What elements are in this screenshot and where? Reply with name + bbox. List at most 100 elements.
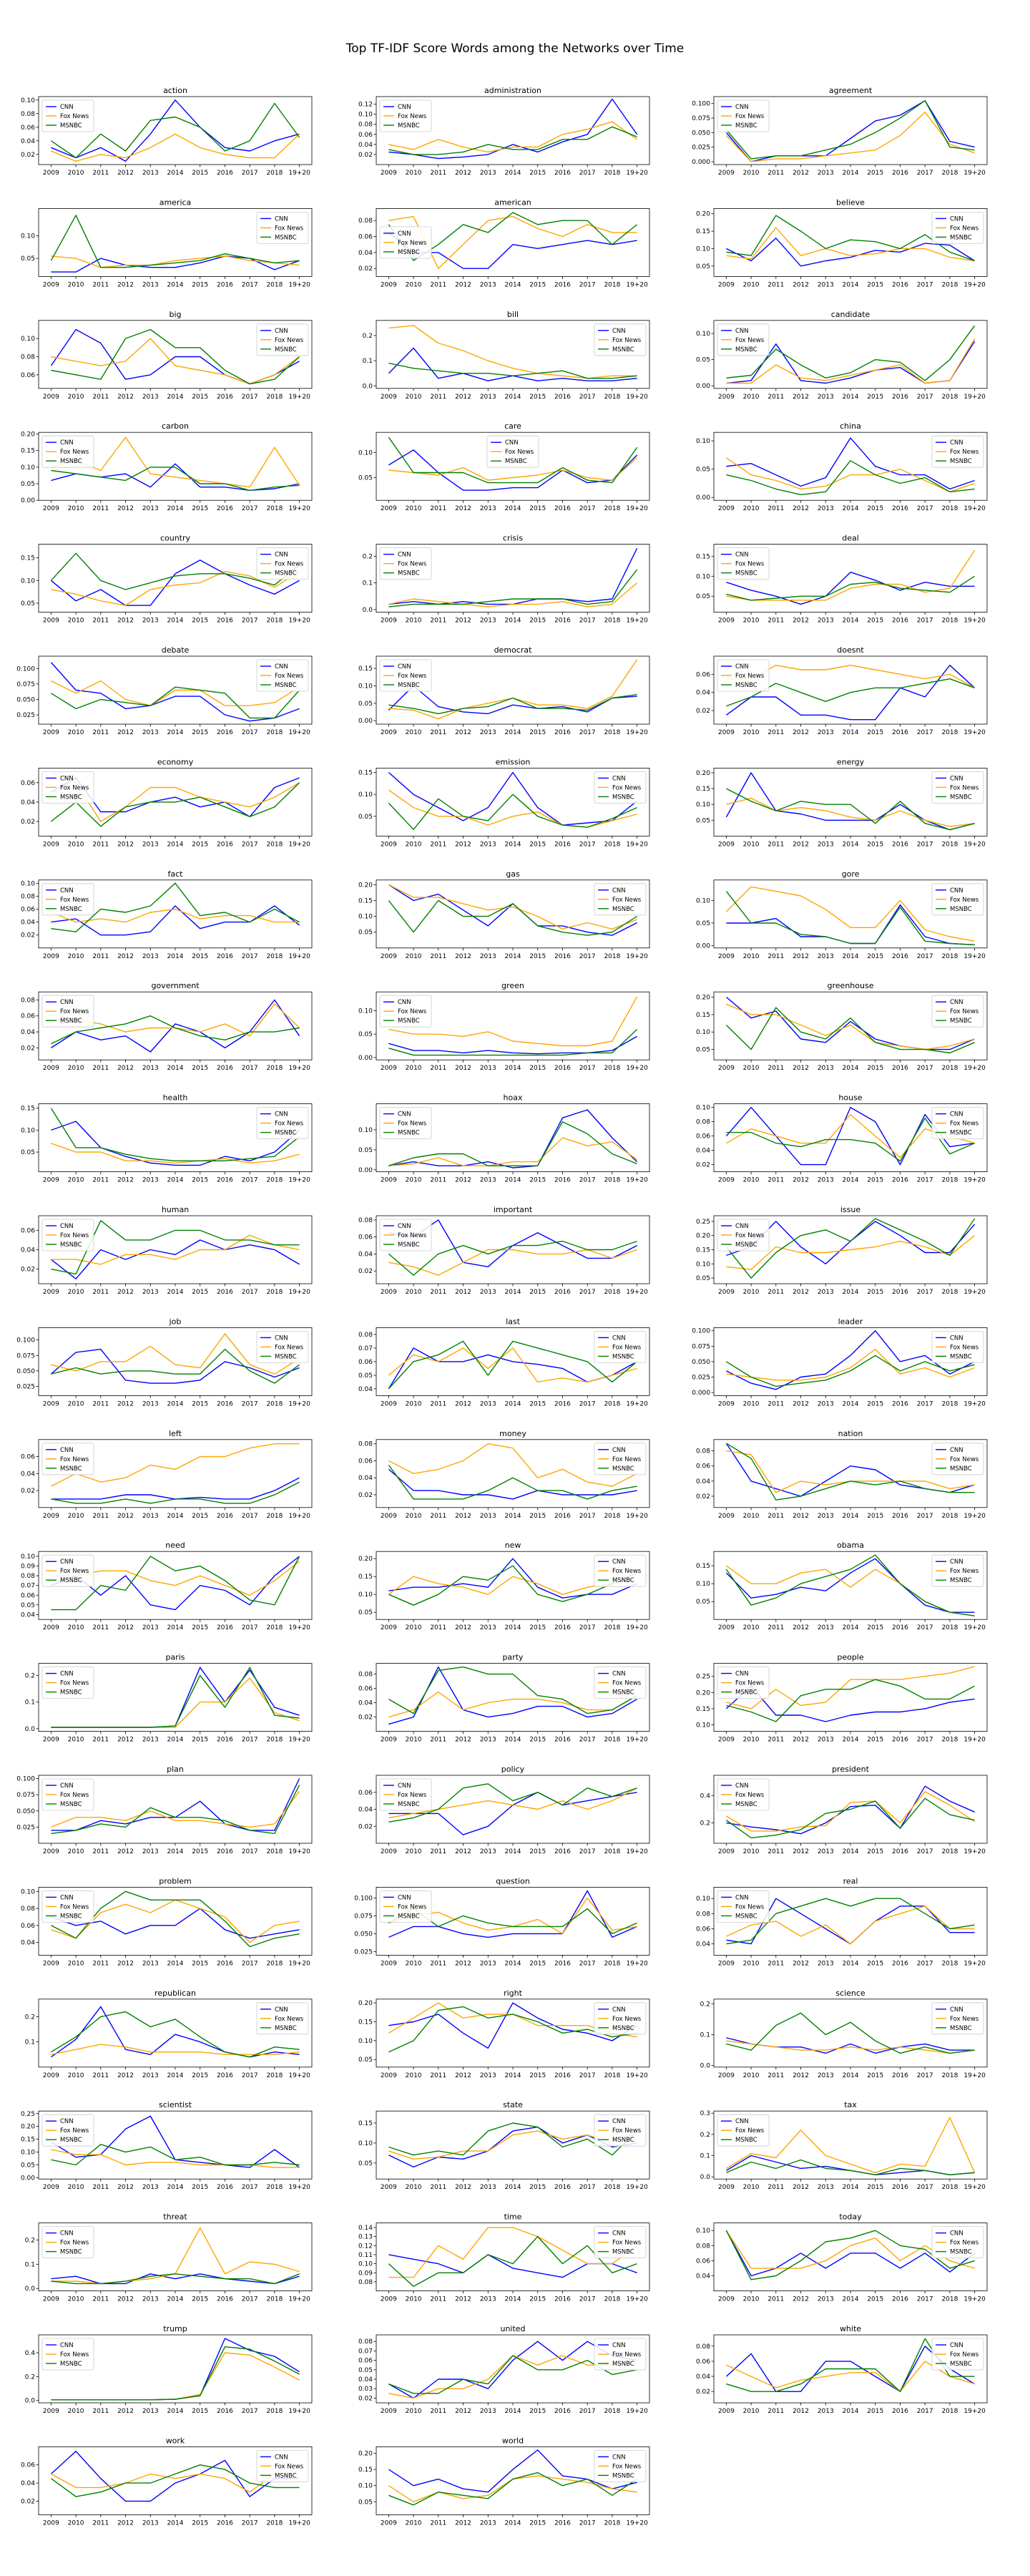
subplot-title: green bbox=[501, 981, 524, 990]
subplot-title: america bbox=[160, 197, 192, 207]
x-tick-label: 2014 bbox=[505, 2184, 521, 2191]
x-tick-label: 2018 bbox=[941, 1400, 958, 1407]
legend-label: CNN bbox=[735, 1894, 749, 1901]
series-line-fox-news bbox=[51, 570, 300, 606]
x-tick-label: 19+20 bbox=[963, 2184, 986, 2191]
x-tick-label: 2017 bbox=[242, 1848, 258, 1855]
x-tick-label: 2010 bbox=[68, 1177, 84, 1184]
y-tick-label: 0.05 bbox=[696, 817, 710, 824]
x-tick-label: 2013 bbox=[142, 1848, 159, 1855]
legend-label: Fox News bbox=[735, 1680, 765, 1687]
series-line-cnn bbox=[388, 1890, 637, 1938]
x-tick-label: 2010 bbox=[68, 1624, 84, 1631]
x-tick-label: 2014 bbox=[167, 841, 184, 848]
x-tick-label: 2015 bbox=[529, 1289, 546, 1296]
x-tick-label: 2010 bbox=[68, 1737, 84, 1744]
x-tick-label: 19+20 bbox=[963, 729, 986, 736]
y-tick-label: 0.15 bbox=[21, 1106, 35, 1113]
legend-box bbox=[717, 323, 770, 356]
x-tick-label: 2010 bbox=[406, 2184, 422, 2191]
x-tick-label: 2014 bbox=[505, 1400, 521, 1407]
legend-box bbox=[379, 1107, 432, 1139]
y-tick-label: 0.04 bbox=[21, 1029, 35, 1036]
y-tick-label: 0.10 bbox=[696, 245, 710, 253]
x-tick-label: 2018 bbox=[266, 1513, 283, 1520]
x-tick-label: 2018 bbox=[604, 1624, 620, 1631]
x-tick-label: 2010 bbox=[743, 281, 760, 288]
x-tick-label: 19+20 bbox=[626, 1289, 648, 1296]
y-tick-label: 0.20 bbox=[696, 1233, 710, 1240]
x-tick-label: 2017 bbox=[242, 953, 258, 960]
x-tick-label: 2010 bbox=[68, 1848, 84, 1855]
subplot-title: carbon bbox=[162, 421, 189, 431]
x-tick-label: 19+20 bbox=[288, 1400, 310, 1407]
legend-label: Fox News bbox=[398, 673, 427, 680]
legend-label: CNN bbox=[60, 887, 74, 894]
series-line-msnbc bbox=[726, 788, 975, 831]
x-tick-label: 2016 bbox=[554, 1960, 571, 1967]
y-tick-label: 0.10 bbox=[696, 1261, 710, 1268]
legend-label: CNN bbox=[950, 215, 963, 223]
y-tick-label: 0.10 bbox=[358, 2140, 373, 2147]
y-tick-label: 0.05 bbox=[358, 1609, 373, 1616]
legend-label: MSNBC bbox=[735, 346, 757, 353]
x-tick-label: 2013 bbox=[142, 1177, 159, 1184]
x-tick-label: 2015 bbox=[867, 1400, 883, 1407]
series-line-cnn bbox=[51, 905, 300, 936]
y-tick-label: 0.0 bbox=[25, 1726, 36, 1733]
y-tick-label: 0.04 bbox=[21, 1611, 35, 1619]
x-tick-label: 2011 bbox=[767, 1513, 784, 1520]
legend-label: Fox News bbox=[60, 1232, 89, 1239]
legend-label: Fox News bbox=[60, 2127, 89, 2135]
legend-label: CNN bbox=[60, 999, 74, 1006]
y-tick-label: 0.14 bbox=[358, 2225, 373, 2232]
series-line-fox-news bbox=[388, 1787, 637, 1819]
x-tick-label: 19+20 bbox=[626, 953, 648, 960]
legend-label: MSNBC bbox=[275, 682, 297, 689]
x-tick-label: 2011 bbox=[430, 953, 446, 960]
x-tick-label: 19+20 bbox=[963, 2296, 986, 2303]
x-tick-label: 2012 bbox=[793, 2408, 809, 2415]
x-tick-label: 2010 bbox=[743, 953, 760, 960]
x-tick-label: 19+20 bbox=[626, 1848, 648, 1855]
x-tick-label: 2010 bbox=[743, 1848, 760, 1855]
y-tick-label: 0.04 bbox=[21, 1247, 35, 1254]
series-line-msnbc bbox=[726, 1443, 975, 1501]
x-tick-label: 2018 bbox=[266, 394, 283, 401]
x-tick-label: 19+20 bbox=[288, 729, 310, 736]
legend-box bbox=[931, 2226, 984, 2259]
x-tick-label: 2013 bbox=[818, 1065, 834, 1072]
y-tick-label: 0.20 bbox=[696, 995, 710, 1002]
y-tick-label: 0.025 bbox=[16, 1383, 35, 1390]
series-line-fox-news bbox=[726, 1791, 975, 1832]
y-tick-label: 0.08 bbox=[21, 893, 35, 900]
x-tick-label: 2014 bbox=[505, 1960, 521, 1967]
legend-label: Fox News bbox=[735, 1903, 765, 1911]
legend-label: CNN bbox=[612, 775, 626, 782]
x-tick-label: 2010 bbox=[743, 1624, 760, 1631]
y-tick-label: 0.10 bbox=[21, 1553, 35, 1561]
subplot-title: fact bbox=[168, 869, 184, 879]
subplot-title: united bbox=[500, 2324, 525, 2333]
x-tick-label: 2017 bbox=[579, 841, 596, 848]
legend-label: MSNBC bbox=[735, 2137, 757, 2144]
y-tick-label: 0.08 bbox=[21, 353, 35, 361]
x-tick-label: 2009 bbox=[381, 841, 397, 848]
x-tick-label: 2016 bbox=[554, 170, 571, 177]
x-tick-label: 2014 bbox=[505, 1848, 521, 1855]
legend-label: Fox News bbox=[398, 1792, 427, 1799]
y-tick-label: 0.05 bbox=[696, 1047, 710, 1054]
x-tick-label: 2013 bbox=[480, 1848, 496, 1855]
legend-label: CNN bbox=[275, 2454, 288, 2461]
y-tick-label: 0.04 bbox=[696, 1941, 710, 1948]
legend-box bbox=[379, 1778, 432, 1811]
subplot-title: greenhouse bbox=[828, 981, 874, 990]
x-tick-label: 2018 bbox=[604, 1177, 620, 1184]
y-tick-label: 0.100 bbox=[692, 1328, 710, 1335]
x-tick-label: 2009 bbox=[381, 2519, 397, 2527]
